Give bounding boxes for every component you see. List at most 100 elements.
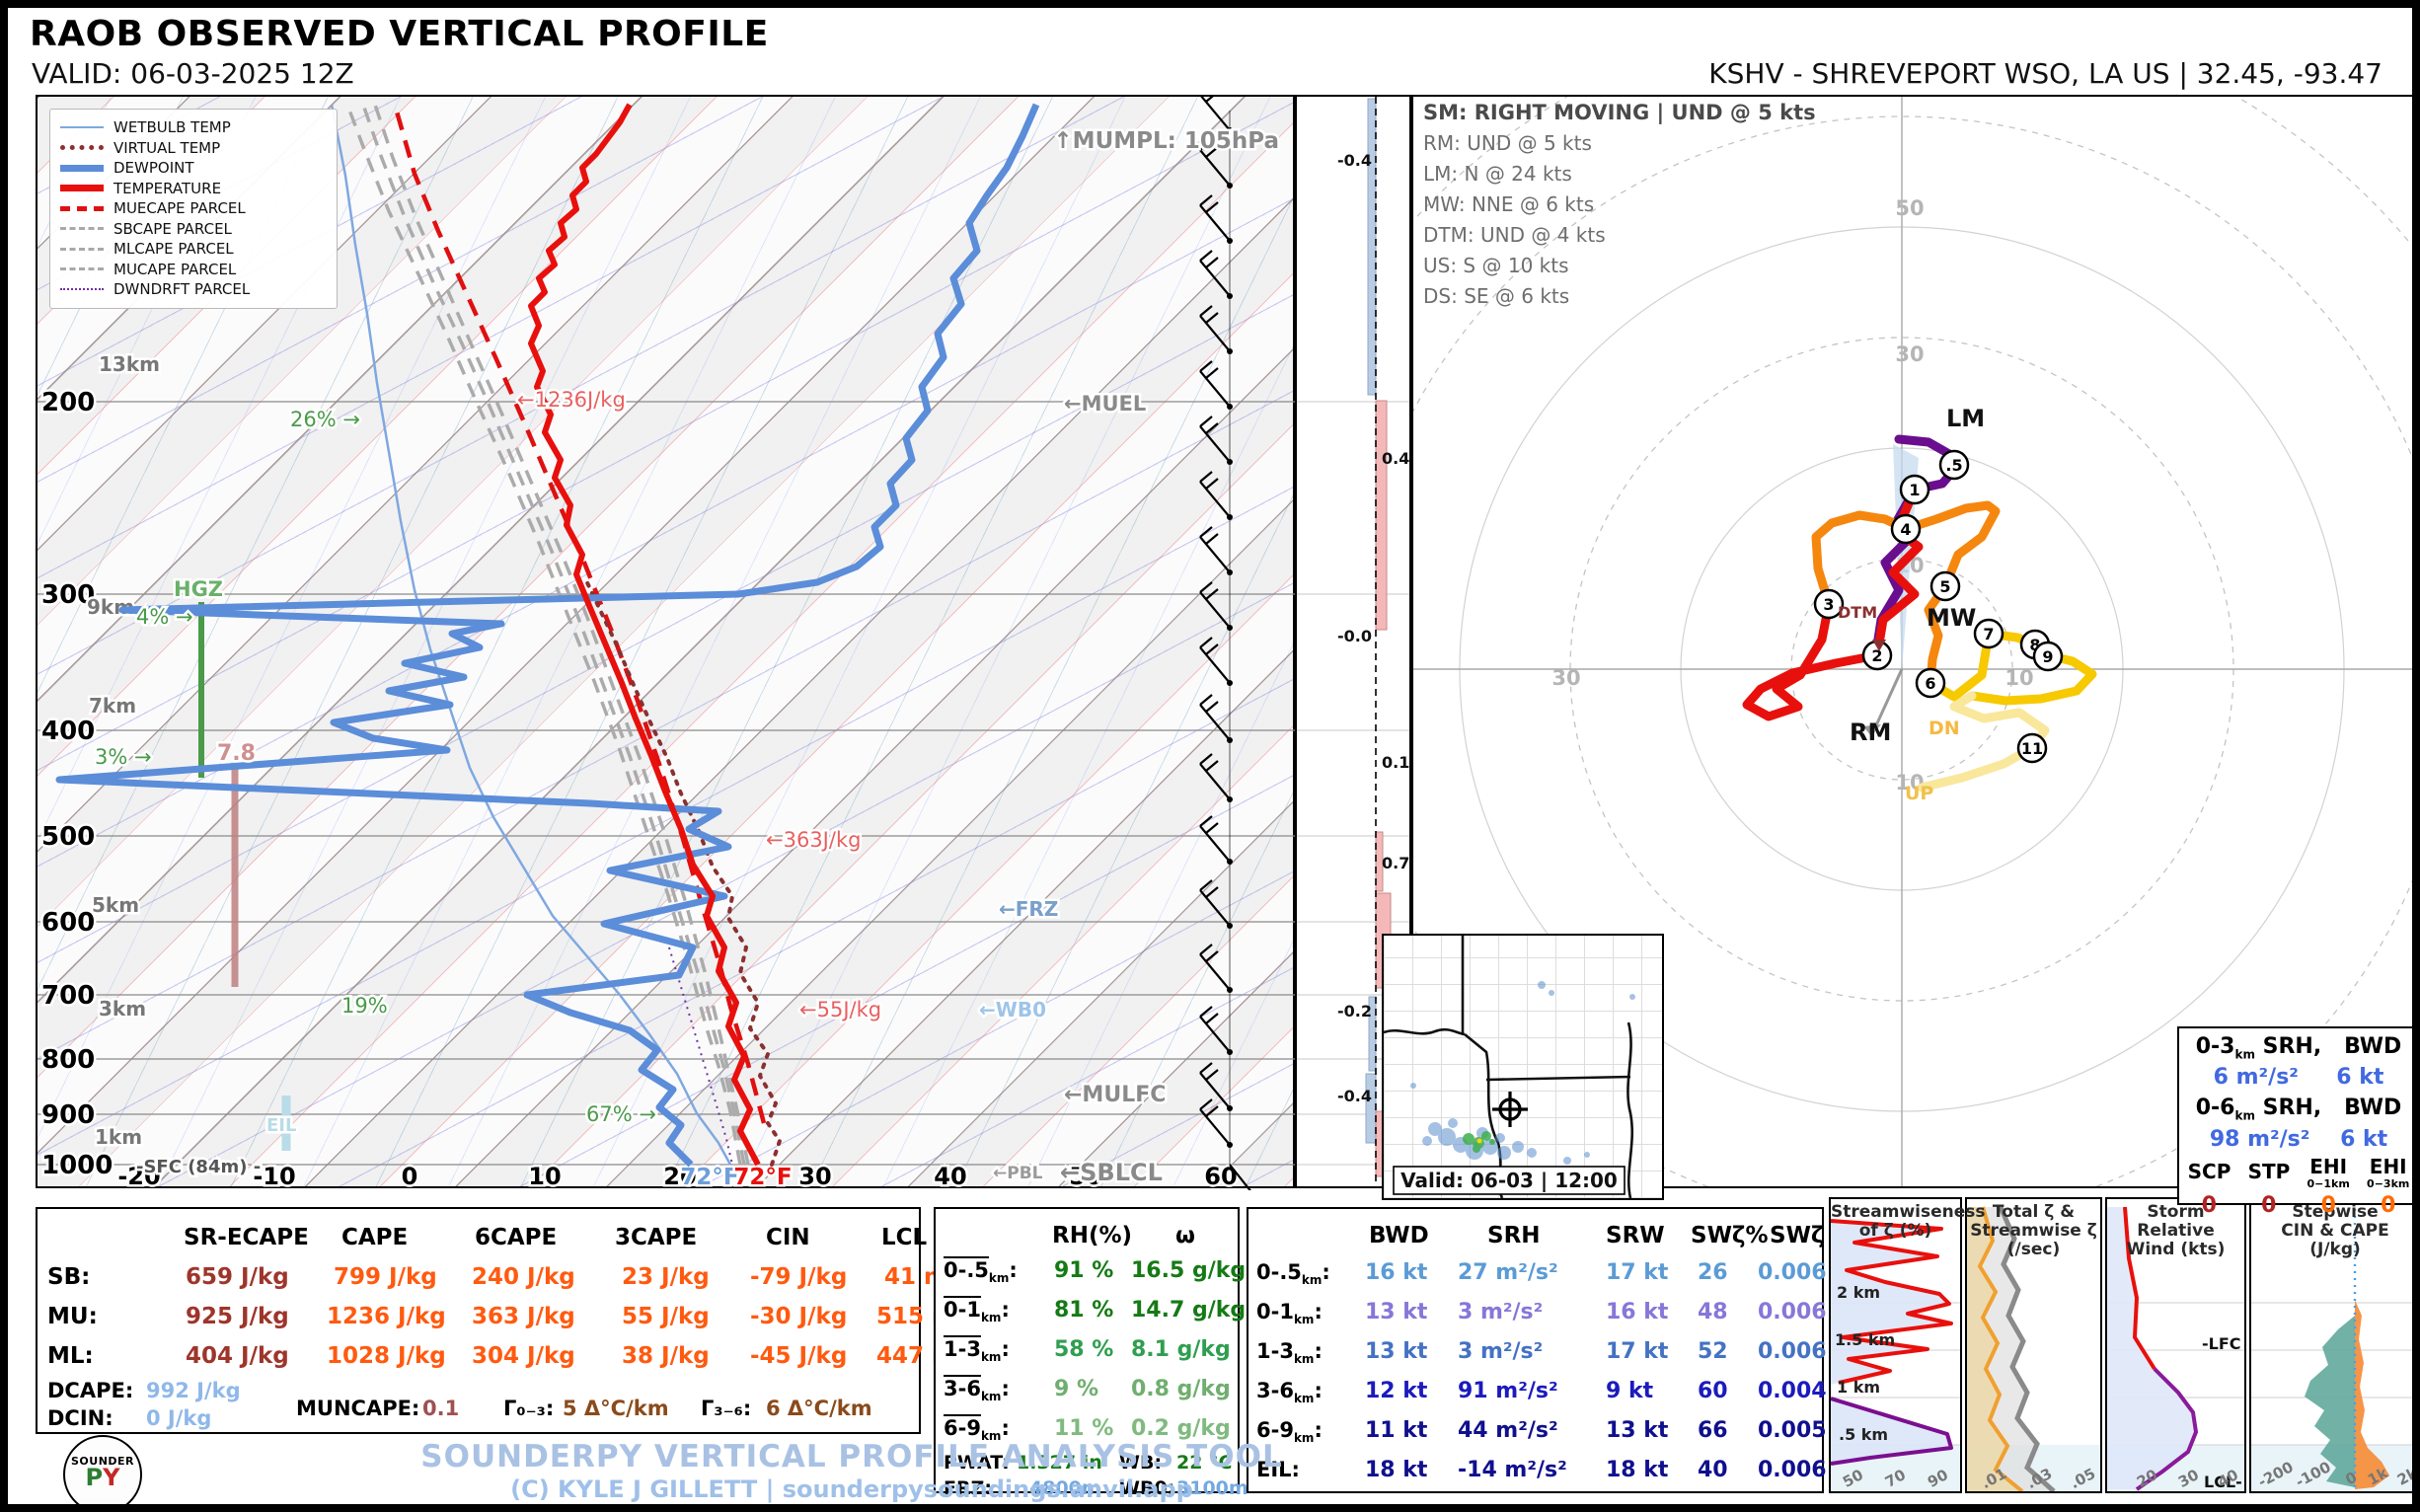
svg-text:800: 800 [41, 1045, 95, 1075]
dcape-value: 992 J/kg [146, 1379, 241, 1402]
wetbulb-curve [330, 104, 732, 1166]
state-borders [1383, 936, 1634, 1199]
skewt-panel: WETBULB TEMP VIRTUAL TEMP DEWPOINT TEMPE… [36, 83, 1297, 1203]
moisture-table: RH(%) ω 0-.5km: 91 % 16.5 g/kg 0-1km: 81… [934, 1207, 1248, 1499]
svg-text:7: 7 [1983, 625, 1994, 643]
svg-text:.5 km: .5 km [1839, 1425, 1888, 1444]
ehi-0-1-value: 0 [2320, 1192, 2336, 1218]
legend-item: DWNDRFT PARCEL [60, 279, 327, 300]
lapse-78-label: 7.8 [217, 741, 256, 766]
lapse-0-3-label: Γ₀₋₃: [503, 1397, 555, 1420]
layer-label: 3-6km: [944, 1377, 1010, 1404]
stepwise-cape-area [2355, 1300, 2389, 1489]
svg-text:3: 3 [1823, 595, 1834, 614]
stp-value: 0 [2261, 1192, 2277, 1218]
cape363-label: ←363J/kg [766, 828, 861, 852]
hgz-label: HGZ [174, 577, 223, 601]
footer-credit: (C) KYLE J GILLETT | sounderpysoundings.… [510, 1475, 1193, 1503]
svg-text:10: 10 [528, 1163, 561, 1190]
radar-echo-core [1476, 1138, 1482, 1144]
wind-barbs [1198, 83, 1272, 1203]
trace-9-12km [1917, 691, 2050, 793]
dcin-label: DCIN: [47, 1406, 113, 1430]
svg-text:0.4: 0.4 [1382, 449, 1409, 468]
layer-label: 6-9km: [1256, 1418, 1323, 1446]
dcin-value: 0 J/kg [146, 1406, 212, 1430]
svg-text:5km: 5km [92, 893, 139, 917]
row-label-mu: MU: [47, 1304, 98, 1329]
total-zeta-plot [1967, 1205, 2100, 1493]
svg-text:30: 30 [1551, 666, 1580, 690]
sblcl-label: ←SBLCL [1060, 1159, 1163, 1186]
srh-0-6-values: 98 m²/s² 6 kt [2209, 1126, 2388, 1152]
svg-text:1km: 1km [95, 1125, 142, 1149]
svg-text:1: 1 [1909, 481, 1920, 499]
wb0-row-label: WB0: [1119, 1477, 1175, 1499]
svg-text:50: 50 [1895, 196, 1924, 220]
dewpoint-curve [55, 103, 1040, 1168]
svg-text:700: 700 [41, 981, 95, 1011]
svg-text:0: 0 [402, 1163, 418, 1190]
svg-text:900: 900 [41, 1100, 95, 1130]
svg-text:1 km: 1 km [1837, 1378, 1880, 1397]
svg-text:13km: 13km [99, 352, 160, 376]
composite-headers: SCP STP EHI 0−1km EHI 0−3km [2187, 1154, 2410, 1190]
svg-text:-0.0: -0.0 [1337, 627, 1372, 645]
sm-line: LM: N @ 24 kts [1423, 162, 1572, 186]
layer-label: 1-3km: [944, 1337, 1010, 1365]
legend-item: VIRTUAL TEMP [60, 138, 327, 159]
rh67-label: 67% → [586, 1102, 656, 1126]
svg-text:8: 8 [2029, 636, 2040, 654]
frz-value: 4800m [1029, 1477, 1101, 1499]
mlcape-line-swatch [60, 247, 104, 251]
logo-p: P [85, 1464, 104, 1491]
trace-3-6km [1811, 500, 2001, 688]
svg-text:0.7: 0.7 [1382, 854, 1409, 872]
dtm-marker-icon [1872, 640, 1886, 651]
page-title: RAOB OBSERVED VERTICAL PROFILE [30, 14, 769, 54]
svg-text:-0.4: -0.4 [1337, 151, 1372, 170]
surface-temp-f-label: 72°F [733, 1165, 792, 1190]
svg-text:-10: -10 [253, 1163, 295, 1190]
lapse-3-6-value: 6 Δ°C/km [766, 1397, 872, 1420]
hodograph-panel: 50 30 10 10 30 10 .5 1 2 [1238, 8, 2412, 1333]
frz-label: ←FRZ [999, 897, 1058, 921]
rh26-label: 26% → [290, 408, 360, 431]
omega-header: ω [1175, 1223, 1195, 1248]
svg-text:10: 10 [2004, 666, 2033, 690]
svg-text:2 km: 2 km [1837, 1283, 1880, 1302]
sounderpy-logo: SOUNDER PY [63, 1435, 142, 1504]
sm-line: DTM: UND @ 4 kts [1423, 223, 1606, 247]
svg-text:50: 50 [1069, 1163, 1101, 1190]
legend-item: MLCAPE PARCEL [60, 239, 327, 260]
svg-text:1000: 1000 [41, 1151, 113, 1180]
svg-text:-0.4: -0.4 [1337, 1087, 1372, 1105]
station-crosshair-icon [1492, 1092, 1528, 1127]
sm-line: MW: NNE @ 6 kts [1423, 192, 1595, 216]
total-zeta-chart: Total ζ & Streamwise ζ (/sec) .01 .03 .05 [1965, 1197, 2102, 1493]
layer-label: 0-.5km: [1256, 1260, 1330, 1288]
streamwiseness-chart: Streamwiseness of ζ (%) 2 km 1.5 km 1 km … [1829, 1197, 1986, 1493]
up-label: UP [1905, 783, 1933, 804]
skewt-plot: 200 300 400 500 600 700 800 900 1000 13k… [38, 83, 1297, 1203]
layer-label: 0-.5km: [944, 1258, 1018, 1286]
pbl-label: ←PBL [993, 1164, 1043, 1183]
surface-label: -SFC (84m) - [136, 1157, 261, 1177]
svg-text:6: 6 [1925, 674, 1935, 693]
layer-label: 0-1km: [944, 1298, 1010, 1325]
pressure-gridlines [38, 401, 1297, 1166]
wb0-label: ←WB0 [979, 998, 1046, 1021]
mulfc-label: ←MULFC [1064, 1083, 1166, 1107]
sm-line: US: S @ 10 kts [1423, 254, 1569, 277]
surface-dewpoint-f-label: 72°F [680, 1165, 738, 1190]
svg-text:3km: 3km [99, 997, 146, 1021]
streamwiseness-upper-trace [1830, 1219, 1953, 1385]
layer-label: 3-6km: [1256, 1379, 1323, 1406]
composite-values: 0 0 0 0 [2179, 1192, 2412, 1218]
legend-item: TEMPERATURE [60, 179, 327, 199]
svg-text:2: 2 [1871, 646, 1882, 665]
dcape-label: DCAPE: [47, 1379, 134, 1402]
rh-header: RH(%) [1052, 1223, 1133, 1248]
srh-bwd-box: 0-3km SRH, BWD 6 m²/s² 6 kt 0-6km SRH, B… [2177, 1026, 2412, 1218]
